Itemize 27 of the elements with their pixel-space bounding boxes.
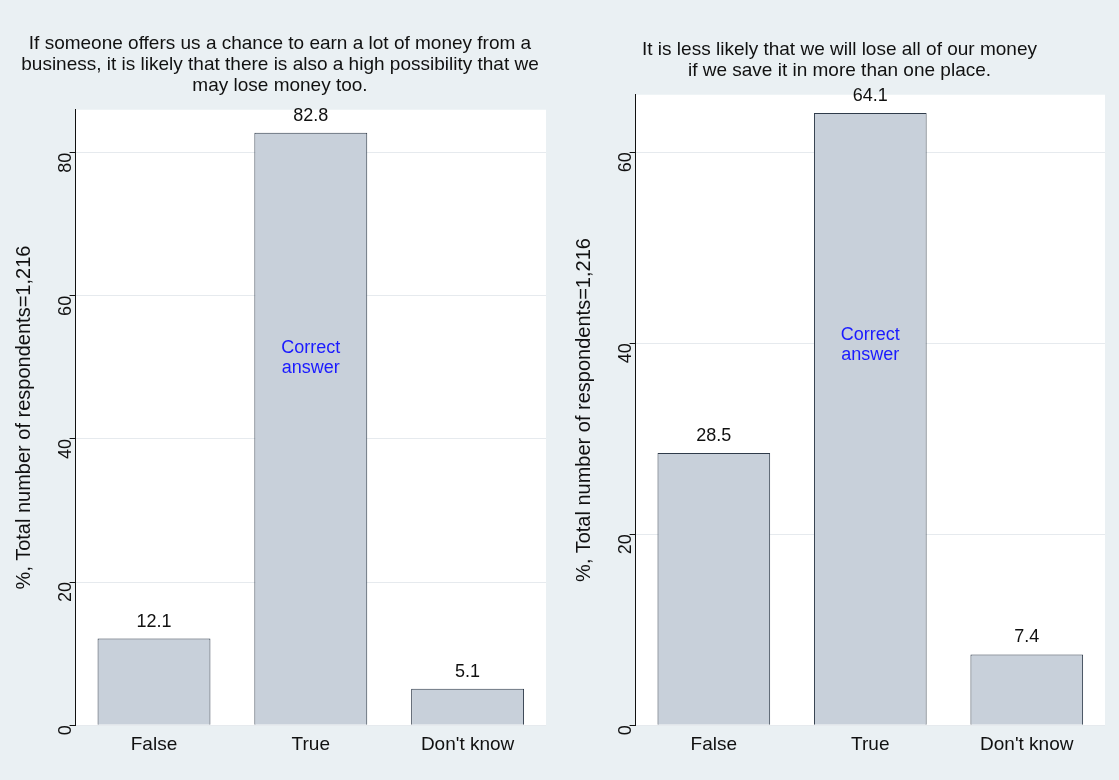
data-label: 12.1 (136, 610, 172, 631)
y-tick-label: 60 (54, 295, 75, 316)
x-tick-label: True (851, 732, 890, 754)
x-tick-label: False (130, 732, 178, 754)
y-tick-label: 0 (54, 725, 75, 736)
y-tick-label: 20 (54, 582, 75, 603)
y-axis-title: %, Total number of respondents=1,216 (571, 238, 594, 582)
y-tick-label: 80 (54, 152, 75, 173)
annotation: Correct answer (840, 324, 900, 365)
y-tick-label: 20 (614, 534, 635, 555)
data-label: 82.8 (293, 104, 329, 125)
data-label: 28.5 (696, 424, 732, 445)
y-tick-label: 60 (614, 152, 635, 173)
y-tick-label: 40 (614, 343, 635, 364)
data-label: 5.1 (455, 660, 481, 681)
x-tick-label: Don't know (980, 732, 1074, 754)
x-tick-label: Don't know (420, 732, 515, 754)
chart-title: If someone offers us a chance to earn a lot of money from a business, it is likely that there is also a high possibility that we may lose money too. (20, 32, 540, 95)
x-tick-label: True (291, 732, 330, 754)
data-label: 64.1 (852, 84, 888, 105)
x-tick-label: False (690, 732, 738, 754)
data-label: 7.4 (1014, 626, 1040, 647)
annotation: Correct answer (281, 336, 341, 377)
y-axis-title: %, Total number of respondents=1,216 (11, 245, 34, 590)
chart-title: It is less likely that we will lose all of our money if we save it in more than one place. (641, 38, 1038, 80)
y-tick-label: 0 (614, 725, 635, 736)
y-tick-label: 40 (54, 438, 75, 459)
